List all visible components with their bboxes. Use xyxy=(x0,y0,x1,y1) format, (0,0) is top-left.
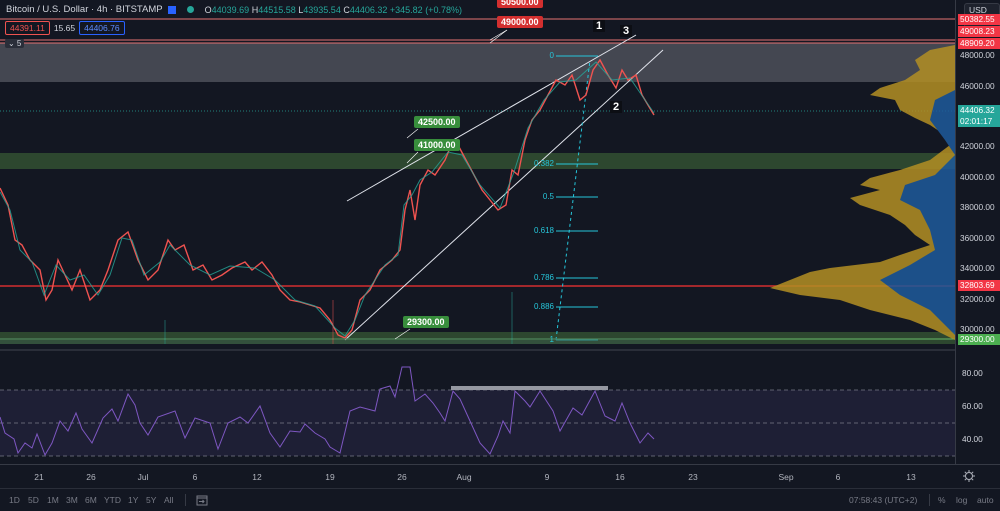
ohlc-values: O44039.69 H44515.58 L43935.54 C44406.32 … xyxy=(204,4,462,15)
bottom-toolbar: 1D 5D 1M 3M 6M YTD 1Y 5Y All 07:58:43 (U… xyxy=(0,488,1000,511)
price-tick: 36000.00 xyxy=(960,233,995,243)
time-tick: 23 xyxy=(688,472,698,482)
rsi-tick: 40.00 xyxy=(962,434,983,444)
timeframe-3m[interactable]: 3M xyxy=(66,495,78,505)
fib-retracement xyxy=(555,55,598,341)
main-price-pane[interactable]: Bitcoin / U.S. Dollar · 4h · BITSTAMP O4… xyxy=(0,0,955,349)
time-tick: 13 xyxy=(906,472,916,482)
fib-level-05: 0.5 xyxy=(542,192,554,201)
fib-level-0786: 0.786 xyxy=(533,273,554,282)
resistance-zone xyxy=(0,43,955,82)
time-tick: 19 xyxy=(325,472,335,482)
time-tick: Sep xyxy=(778,472,794,482)
rsi-resistance-box xyxy=(451,386,608,390)
price-scale[interactable]: USD ⌄ 48000.00 46000.00 42000.00 40000.0… xyxy=(955,0,1000,464)
wave-label-3[interactable]: 3 xyxy=(620,25,633,37)
bid-ask-legend: 44391.11 15.65 44406.76 xyxy=(5,21,125,35)
price-label-29300: 29300.00 xyxy=(958,334,1000,345)
price-tick: 34000.00 xyxy=(960,263,995,273)
volume-bars xyxy=(0,292,660,344)
spread: 15.65 xyxy=(53,23,76,33)
time-tick: 6 xyxy=(192,472,198,482)
time-tick: 12 xyxy=(252,472,262,482)
fib-level-0382: 0.382 xyxy=(533,159,554,168)
fib-level-1: 1 xyxy=(549,335,554,344)
rsi-tick: 80.00 xyxy=(962,368,983,378)
timeframe-6m[interactable]: 6M xyxy=(85,495,97,505)
candles xyxy=(0,58,655,339)
price-label-49008: 49008.23 xyxy=(958,26,1000,37)
market-status-icon xyxy=(186,6,194,13)
rsi-tick: 60.00 xyxy=(962,401,983,411)
fib-level-0618: 0.618 xyxy=(533,226,554,235)
go-to-date-icon[interactable] xyxy=(196,494,208,506)
divider xyxy=(185,494,186,506)
note-29300[interactable]: 29300.00 xyxy=(403,316,449,328)
clock[interactable]: 07:58:43 (UTC+2) xyxy=(849,495,918,505)
price-label-50382: 50382.55 xyxy=(958,14,1000,25)
divider xyxy=(929,494,930,506)
time-tick: Jul xyxy=(137,472,149,482)
note-49000[interactable]: 49000.00 xyxy=(497,16,543,28)
note-42500[interactable]: 42500.00 xyxy=(414,116,460,128)
rsi-line xyxy=(0,366,655,457)
timeframe-all[interactable]: All xyxy=(164,495,174,505)
timeframe-ytd[interactable]: YTD xyxy=(104,495,121,505)
channel-upper-line xyxy=(346,42,623,202)
rsi-pane[interactable] xyxy=(0,351,955,464)
price-tick: 32000.00 xyxy=(960,294,995,304)
price-label-32803: 32803.69 xyxy=(958,280,1000,291)
timeframe-5y[interactable]: 5Y xyxy=(146,495,157,505)
bid-price[interactable]: 44391.11 xyxy=(5,21,50,35)
time-tick: 21 xyxy=(34,472,44,482)
flag-icon[interactable] xyxy=(167,5,176,14)
note-50500[interactable]: 50500.00 xyxy=(497,0,543,8)
price-tick: 46000.00 xyxy=(960,81,995,91)
symbol-title[interactable]: Bitcoin / U.S. Dollar · 4h · BITSTAMP xyxy=(6,4,163,15)
volume-profile xyxy=(770,45,955,340)
price-tick: 48000.00 xyxy=(960,50,995,60)
fib-level-0886: 0.886 xyxy=(533,302,554,311)
time-axis[interactable]: 21 26 Jul 6 12 19 26 Aug 9 16 23 Sep 6 1… xyxy=(0,464,1000,488)
bar-countdown: 02:01:17 xyxy=(958,116,1000,127)
time-tick: 16 xyxy=(615,472,625,482)
symbol-legend[interactable]: Bitcoin / U.S. Dollar · 4h · BITSTAMP O4… xyxy=(6,4,462,15)
time-tick: Aug xyxy=(456,472,472,482)
time-tick: 26 xyxy=(86,472,96,482)
collapse-indicators-button[interactable]: ⌄ 5 xyxy=(5,39,25,48)
price-tick: 42000.00 xyxy=(960,141,995,151)
support-zone-41000 xyxy=(0,153,955,169)
wave-label-1[interactable]: 1 xyxy=(593,20,606,32)
pane-separator[interactable] xyxy=(0,349,1000,351)
settings-gear-icon[interactable] xyxy=(962,469,976,483)
log-scale-toggle[interactable]: log xyxy=(956,495,968,505)
time-tick: 9 xyxy=(544,472,550,482)
last-price-label: 44406.32 xyxy=(958,105,1000,116)
timeframe-1y[interactable]: 1Y xyxy=(128,495,139,505)
channel-lower-line xyxy=(344,49,664,341)
rsi-canvas[interactable] xyxy=(0,351,955,464)
auto-scale-toggle[interactable]: auto xyxy=(977,495,994,505)
time-tick: 26 xyxy=(397,472,407,482)
price-tick: 30000.00 xyxy=(960,324,995,334)
percent-scale-toggle[interactable]: % xyxy=(938,495,946,505)
timeframe-1m[interactable]: 1M xyxy=(47,495,59,505)
timeframe-1d[interactable]: 1D xyxy=(9,495,20,505)
wave-label-2[interactable]: 2 xyxy=(610,101,623,113)
time-tick: 6 xyxy=(835,472,841,482)
price-tick: 40000.00 xyxy=(960,172,995,182)
note-41000[interactable]: 41000.00 xyxy=(414,139,460,151)
price-label-48909: 48909.20 xyxy=(958,38,1000,49)
price-tick: 38000.00 xyxy=(960,202,995,212)
timeframe-5d[interactable]: 5D xyxy=(28,495,39,505)
fib-level-0: 0 xyxy=(549,51,554,60)
price-chart-canvas[interactable] xyxy=(0,0,955,349)
ask-price[interactable]: 44406.76 xyxy=(79,21,125,35)
